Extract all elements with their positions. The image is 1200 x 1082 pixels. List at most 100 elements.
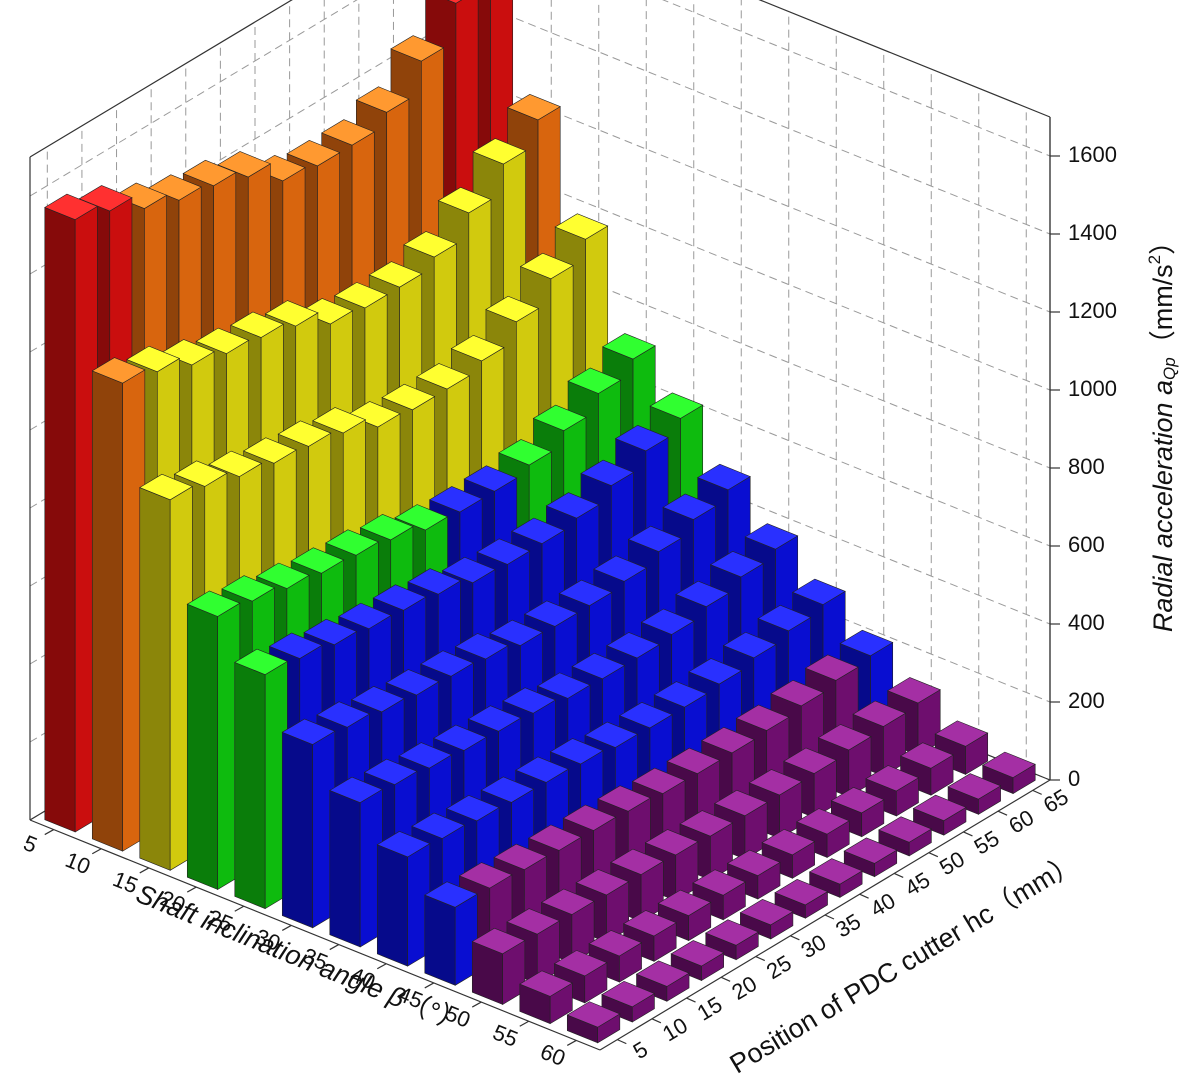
bar-top (450, 334, 505, 362)
z-label-sup: 2 (1145, 255, 1164, 264)
bar-top (519, 970, 574, 997)
bar (981, 751, 1036, 795)
bar-top (726, 849, 781, 876)
bar-top (173, 460, 228, 487)
bar-top (804, 654, 859, 681)
bar (635, 960, 690, 1002)
bar-top (325, 529, 379, 556)
y-tick (686, 997, 696, 1003)
y-tick (859, 893, 869, 899)
bar-top (770, 679, 825, 707)
bar-top (321, 119, 375, 146)
bar-top (472, 138, 527, 165)
y-tick-label: 50 (935, 846, 969, 880)
bar (601, 980, 656, 1023)
bar-top (791, 578, 846, 605)
y-tick (963, 831, 973, 837)
bar-top (506, 908, 561, 935)
bar-top (549, 738, 604, 765)
bar-top (515, 756, 569, 783)
bar-top (363, 758, 418, 785)
bar-top (527, 824, 582, 851)
bar-top (631, 767, 686, 794)
bar-top (485, 295, 540, 323)
bar-top (303, 618, 358, 646)
bar-top (705, 919, 759, 946)
bar-top (843, 837, 898, 864)
bar-top (471, 927, 526, 955)
bar-top (696, 463, 751, 491)
bar-top (511, 517, 565, 544)
bar-top (618, 702, 673, 729)
bar-top (735, 704, 790, 731)
bar-top (757, 604, 812, 632)
z-tick-label: 0 (1068, 766, 1080, 791)
bar-top (540, 888, 595, 915)
bar-top (398, 742, 453, 769)
bar-top (649, 392, 704, 419)
bar-top (774, 879, 829, 906)
bar-top (947, 773, 1002, 800)
bar-top (588, 930, 643, 957)
bar-top (242, 437, 297, 464)
bar-top (692, 869, 747, 896)
z-tick-label: 400 (1068, 610, 1105, 635)
bar (774, 879, 829, 919)
bar-top (299, 298, 354, 325)
bar-top (554, 213, 609, 240)
y-tick-label: 60 (1004, 805, 1038, 839)
bar-top (376, 831, 431, 858)
bar-top (653, 681, 708, 708)
bar-top (407, 568, 462, 595)
bar-top (476, 538, 531, 565)
bar-top (420, 650, 474, 677)
y-tick-label: 5 (629, 1036, 652, 1064)
bar-top (739, 899, 794, 926)
bar-top (350, 686, 405, 713)
bar-top (463, 465, 518, 492)
bar-top (606, 632, 660, 659)
grid-line (479, 237, 1051, 469)
bar-top (160, 339, 215, 366)
x-tick (91, 848, 102, 855)
bar-top (489, 619, 544, 646)
grid-line (479, 81, 1051, 313)
bar-top (839, 629, 894, 657)
x-tick-label: 55 (489, 1020, 521, 1052)
x-axis (29, 819, 601, 1051)
bar-top (817, 724, 872, 751)
x-tick (44, 829, 55, 836)
z-tick-label: 1600 (1068, 142, 1117, 167)
bar-top (748, 769, 803, 796)
bar (575, 869, 630, 943)
bar (424, 881, 479, 986)
bar-top (441, 556, 496, 584)
y-tick (928, 852, 939, 858)
bar (761, 828, 816, 879)
bar-top (899, 742, 954, 769)
bar (186, 590, 241, 891)
x-tick (376, 963, 387, 970)
bar (878, 816, 933, 857)
bar-side (186, 603, 218, 890)
z-tick-label: 200 (1068, 688, 1105, 713)
y-tick (651, 1018, 662, 1024)
bar-top (644, 829, 699, 856)
bar-top (536, 672, 591, 699)
bar-top (679, 810, 734, 837)
y-tick (755, 955, 766, 962)
bar-top (264, 300, 319, 327)
bar (899, 742, 954, 796)
bar-side (424, 894, 456, 986)
bar-top (783, 747, 838, 774)
bar-top (290, 547, 345, 574)
z-label-unit-end: ） (1148, 228, 1178, 255)
bar (843, 837, 898, 878)
bar (912, 794, 967, 836)
bar-top (981, 751, 1036, 778)
y-tick (997, 810, 1008, 816)
z-label-unit: （mm/s (1148, 264, 1178, 357)
bar-top (147, 174, 202, 201)
bar-top (411, 812, 466, 839)
bar-top (428, 486, 483, 513)
